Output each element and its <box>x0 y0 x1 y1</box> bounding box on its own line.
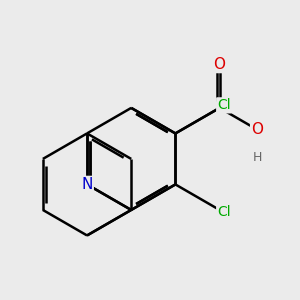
Text: N: N <box>81 177 93 192</box>
Text: Cl: Cl <box>217 206 231 220</box>
Text: O: O <box>214 57 226 72</box>
Text: H: H <box>253 151 262 164</box>
Text: O: O <box>251 122 263 137</box>
Text: Cl: Cl <box>217 98 231 112</box>
